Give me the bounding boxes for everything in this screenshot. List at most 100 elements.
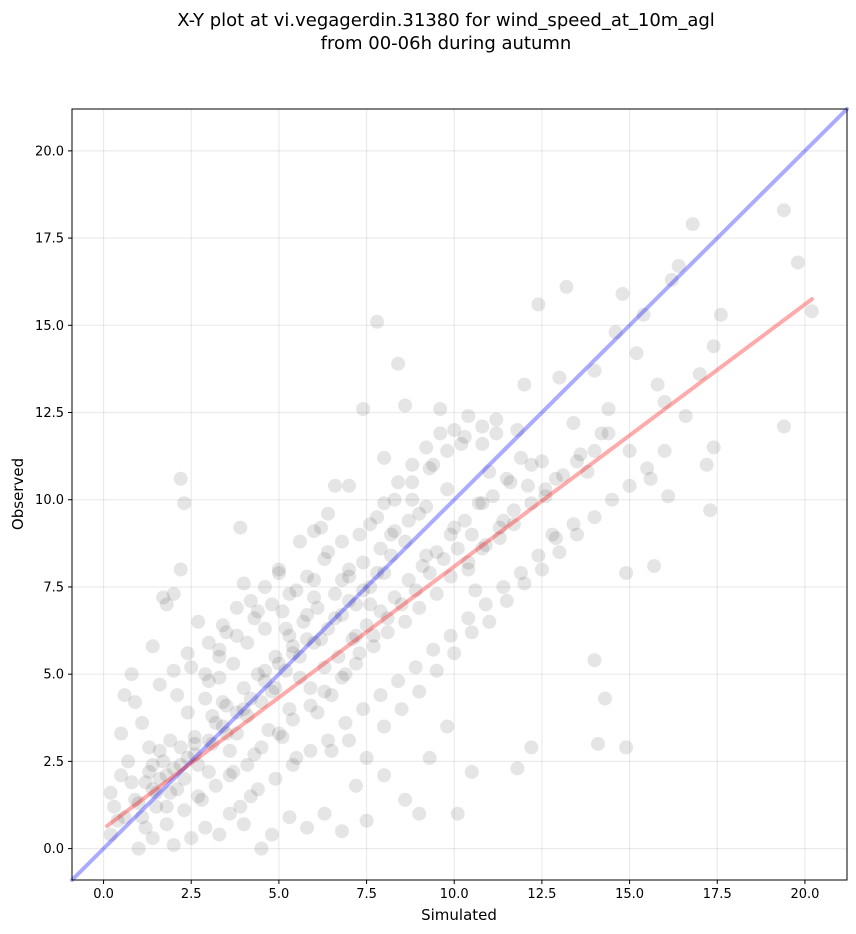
scatter-point (128, 792, 143, 807)
scatter-point (804, 304, 819, 319)
scatter-point (531, 297, 546, 312)
scatter-point (233, 520, 248, 535)
scatter-points (103, 203, 819, 856)
scatter-point (534, 454, 549, 469)
scatter-point (268, 649, 283, 664)
scatter-point (622, 443, 637, 458)
scatter-point (587, 443, 602, 458)
scatter-point (219, 625, 234, 640)
scatter-point (422, 566, 437, 580)
y-tick-label-8: 20.0 (35, 144, 64, 159)
scatter-point (250, 782, 265, 797)
scatter-point (349, 597, 363, 612)
scatter-point (366, 628, 381, 643)
x-tick-label-7: 17.5 (703, 887, 732, 902)
scatter-point (303, 698, 318, 713)
scatter-point (457, 429, 472, 444)
scatter-point (790, 255, 805, 270)
scatter-point (464, 527, 479, 542)
scatter-point (419, 548, 434, 563)
scatter-point (300, 820, 314, 835)
scatter-point (103, 785, 118, 800)
scatter-point (391, 356, 406, 371)
scatter-point (145, 757, 160, 772)
scatter-point (282, 586, 297, 601)
x-tick-label-1: 2.5 (181, 887, 202, 902)
scatter-point (538, 489, 553, 504)
scatter-point (335, 573, 349, 587)
scatter-point (142, 740, 157, 755)
scatter-point (170, 688, 185, 703)
x-tick-label-8: 20.0 (790, 887, 819, 902)
scatter-point (534, 562, 549, 577)
scatter-point (212, 649, 227, 664)
scatter-point (559, 279, 574, 294)
scatter-point (713, 307, 728, 322)
scatter-point (650, 377, 665, 392)
scatter-point (524, 457, 539, 472)
scatter-point (489, 412, 504, 427)
scatter-point (208, 716, 223, 730)
scatter-point (422, 750, 437, 765)
scatter-point (412, 684, 427, 699)
scatter-point (370, 510, 385, 525)
scatter-point (450, 806, 465, 821)
scatter-point (352, 646, 367, 661)
scatter-point (475, 419, 490, 434)
scatter-point (419, 440, 434, 455)
scatter-point (292, 649, 307, 664)
y-tick-label-0: 0.0 (43, 842, 64, 857)
scatter-point (180, 705, 195, 720)
scatter-point (429, 663, 444, 678)
scatter-point (278, 621, 293, 636)
scatter-point (117, 810, 132, 825)
scatter-point (370, 314, 385, 329)
scatter-point (170, 782, 185, 797)
scatter-point (177, 496, 192, 511)
scatter-point (300, 569, 314, 584)
scatter-point (380, 625, 395, 640)
scatter-point (166, 838, 181, 853)
scatter-point (703, 503, 718, 518)
scatter-point (324, 743, 339, 758)
scatter-point (314, 632, 328, 647)
scatter-point (163, 785, 178, 800)
scatter-point (545, 527, 560, 542)
scatter-point (499, 593, 514, 608)
scatter-point (292, 670, 307, 685)
scatter-point (321, 545, 335, 560)
x-tick-label-0: 0.0 (93, 887, 114, 902)
scatter-point (226, 764, 241, 779)
y-tick-label-2: 5.0 (43, 668, 64, 683)
scatter-point (152, 677, 167, 692)
scatter-point (335, 607, 349, 622)
scatter-point (201, 733, 216, 748)
scatter-point (447, 646, 462, 661)
scatter-point (510, 761, 525, 776)
scatter-point (391, 674, 406, 689)
scatter-point (187, 730, 202, 744)
scatter-point (254, 841, 269, 856)
scatter-point (419, 499, 434, 514)
scatter-point (257, 663, 272, 678)
scatter-point (240, 635, 255, 650)
scatter-point (250, 604, 265, 619)
scatter-point (331, 649, 346, 664)
y-axis-label: Observed (9, 458, 27, 530)
scatter-point (321, 733, 335, 748)
scatter-point (349, 778, 363, 793)
grid-lines (72, 109, 847, 880)
scatter-point (131, 841, 146, 856)
scatter-point (226, 656, 241, 671)
scatter-point (398, 534, 413, 549)
scatter-point (166, 663, 181, 678)
scatter-point (300, 632, 314, 647)
scatter-point (377, 768, 392, 783)
scatter-point (415, 559, 430, 573)
scatter-point (342, 593, 356, 608)
scatter-point (471, 496, 486, 511)
scatter-point (159, 817, 174, 832)
scatter-point (429, 545, 444, 560)
scatter-point (254, 695, 269, 710)
scatter-point (513, 450, 528, 465)
